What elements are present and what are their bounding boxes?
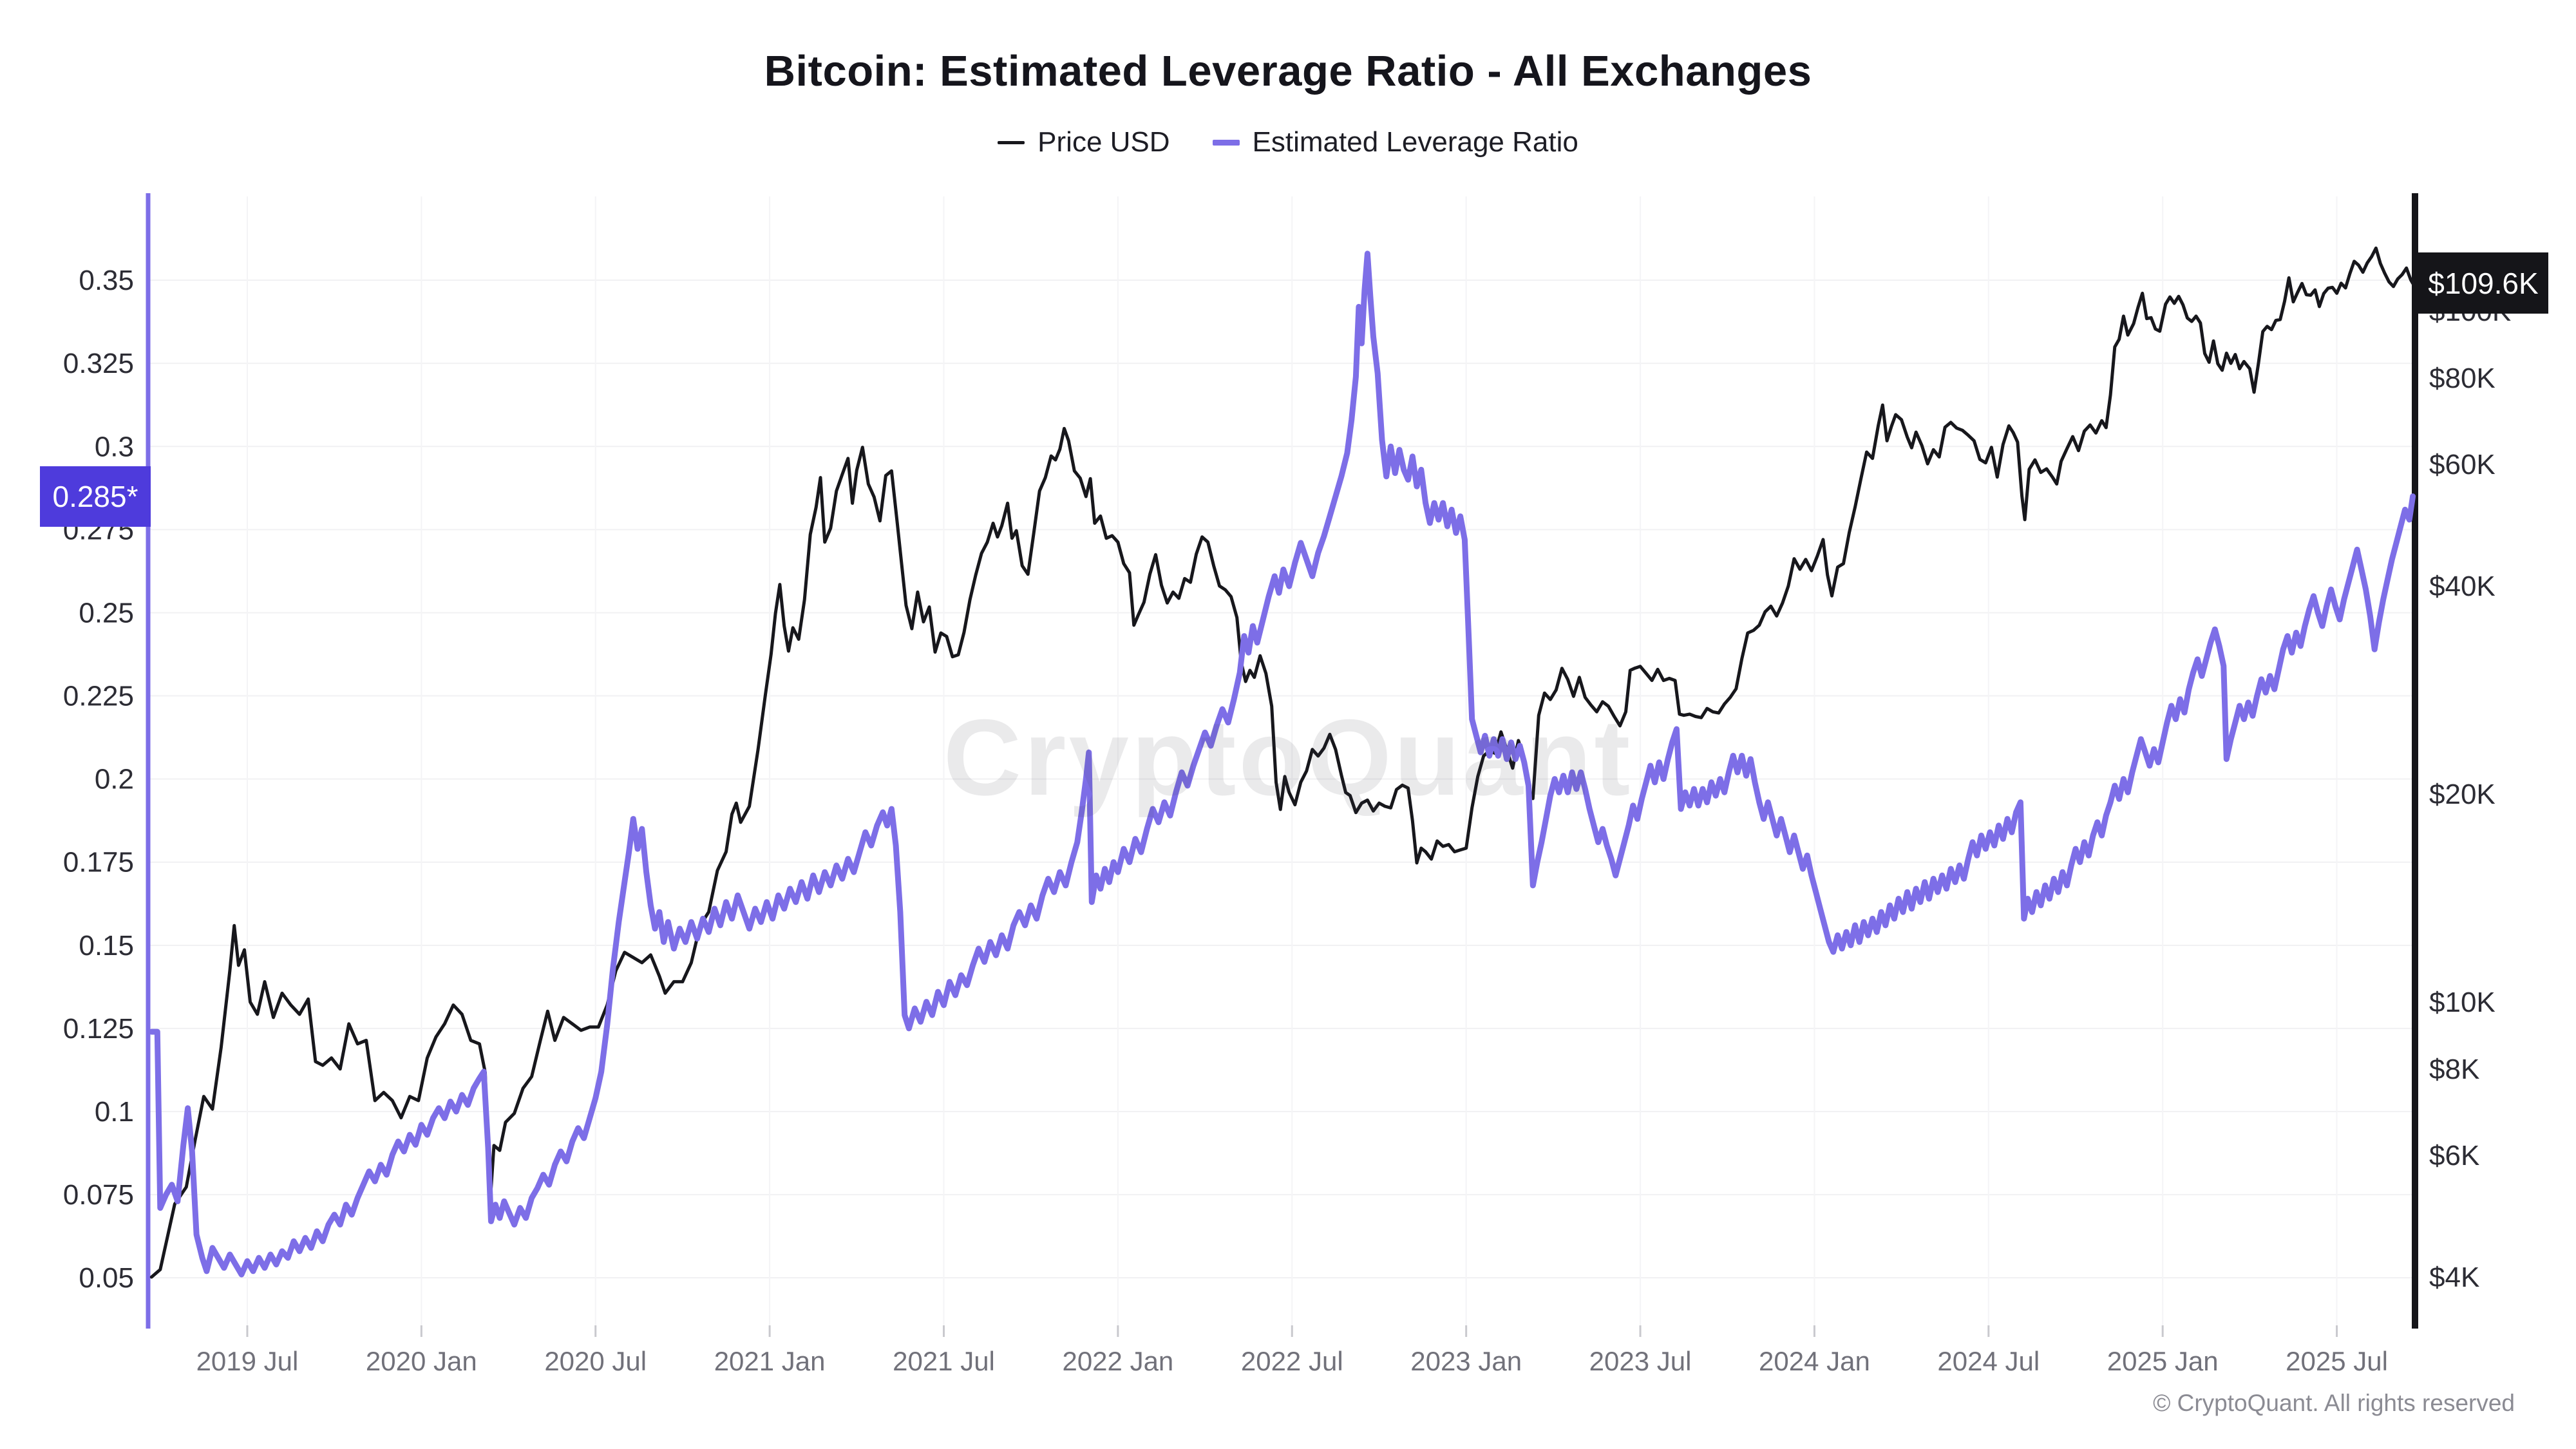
y-axis-label-left: 0.175: [63, 847, 134, 878]
x-axis-label: 2021 Jul: [893, 1346, 995, 1376]
y-axis-label-right: $40K: [2429, 571, 2496, 602]
legend-item-price[interactable]: Price USD: [998, 126, 1170, 158]
y-axis-label-right: $10K: [2429, 987, 2496, 1018]
x-axis-label: 2020 Jul: [544, 1346, 647, 1376]
y-axis-label-left: 0.2: [95, 764, 134, 795]
y-axis-label-left: 0.075: [63, 1179, 134, 1211]
x-axis-label: 2022 Jul: [1241, 1346, 1343, 1376]
y-axis-label-left: 0.1: [95, 1096, 134, 1128]
legend-item-leverage[interactable]: Estimated Leverage Ratio: [1212, 126, 1578, 158]
x-axis-label: 2019 Jul: [196, 1346, 299, 1376]
leverage-value-badge: 0.285*: [40, 466, 151, 527]
y-axis-label-right: $20K: [2429, 779, 2496, 810]
y-axis-label-right: $6K: [2429, 1140, 2479, 1171]
page-title: Bitcoin: Estimated Leverage Ratio - All …: [764, 47, 1812, 95]
leverage-ratio-line: [148, 251, 2416, 1278]
price-usd-line: [149, 246, 2415, 1279]
x-axis-label: 2025 Jan: [2107, 1346, 2219, 1376]
y-axis-label-right: $4K: [2429, 1262, 2479, 1293]
y-axis-label-left: 0.25: [79, 597, 134, 629]
y-axis-label-right: $60K: [2429, 449, 2496, 480]
copyright-notice: © CryptoQuant. All rights reserved: [2153, 1390, 2515, 1416]
x-axis-label: 2023 Jan: [1410, 1346, 1522, 1376]
x-axis-label: 2025 Jul: [2286, 1346, 2388, 1376]
y-axis-label-left: 0.225: [63, 681, 134, 712]
x-axis-label: 2020 Jan: [366, 1346, 477, 1376]
leverage-dash-icon: [1212, 139, 1240, 146]
y-axis-label-right: $8K: [2429, 1054, 2479, 1085]
y-axis-label-left: 0.35: [79, 265, 134, 296]
y-axis-label-left: 0.3: [95, 431, 134, 462]
y-axis-label-left: 0.125: [63, 1013, 134, 1045]
x-axis-label: 2024 Jul: [1937, 1346, 2040, 1376]
y-axis-label-left: 0.15: [79, 930, 134, 961]
legend-label-price: Price USD: [1037, 126, 1170, 158]
y-axis-label-right: $80K: [2429, 363, 2496, 394]
y-axis-label-left: 0.325: [63, 348, 134, 379]
legend-label-leverage: Estimated Leverage Ratio: [1252, 126, 1578, 158]
x-axis-label: 2024 Jan: [1759, 1346, 1870, 1376]
x-axis-label: 2021 Jan: [714, 1346, 826, 1376]
x-axis-label: 2023 Jul: [1589, 1346, 1692, 1376]
legend: Price USD Estimated Leverage Ratio: [0, 126, 2576, 158]
x-axis-label: 2022 Jan: [1062, 1346, 1173, 1376]
price-dash-icon: [998, 140, 1025, 144]
price-value-badge: $109.6K: [2418, 252, 2548, 314]
y-axis-label-left: 0.05: [79, 1262, 134, 1294]
